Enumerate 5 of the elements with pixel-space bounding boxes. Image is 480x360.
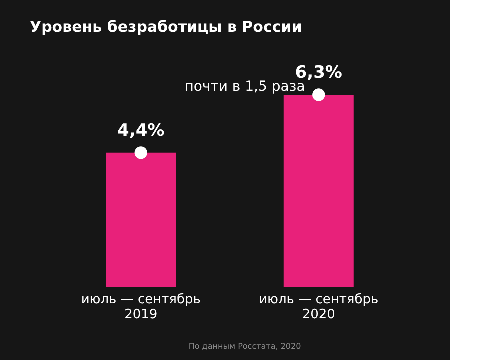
- x-tick-label: июль — сентябрь 2019: [81, 292, 201, 322]
- data-label: 4,4%: [118, 120, 165, 141]
- x-tick-label: июль — сентябрь 2020: [259, 292, 379, 322]
- text: По данным Росстата, 2020: [188, 342, 302, 351]
- chart-title: Уровень безработицы в России: [30, 18, 302, 36]
